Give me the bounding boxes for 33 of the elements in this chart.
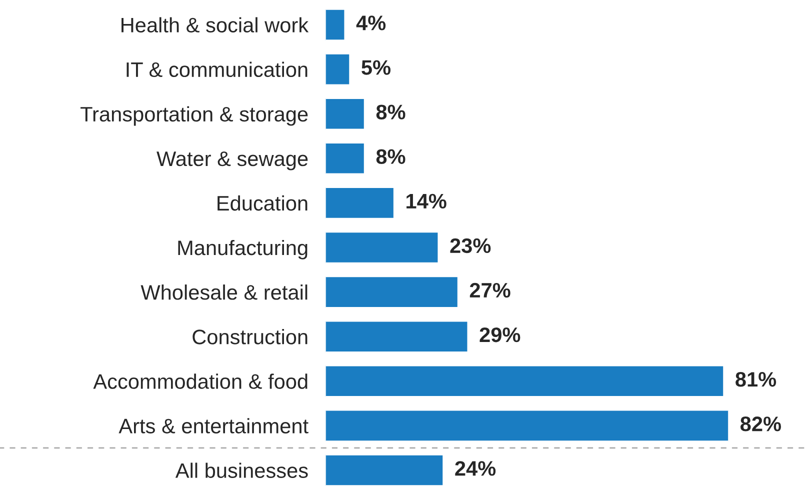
y-tick-label: Manufacturing: [178, 240, 308, 260]
data-label: 24%: [455, 461, 496, 476]
data-label: 29%: [480, 327, 520, 342]
y-tick-label: Accommodation & food: [93, 374, 308, 389]
data-label: 4%: [356, 16, 386, 30]
data-label: 5%: [362, 60, 390, 75]
y-tick-label: Transportation & storage: [80, 106, 308, 126]
data-label: 23%: [450, 238, 491, 254]
bar: [325, 8, 346, 42]
bar: [325, 98, 366, 130]
bar: [325, 364, 724, 398]
bar: [325, 320, 469, 353]
y-tick-label: Construction: [192, 329, 308, 344]
y-tick-label: Arts & entertainment: [118, 418, 308, 434]
bar: [325, 409, 729, 442]
y-tick-label: Wholesale & retail: [140, 284, 308, 300]
data-label: 81%: [736, 372, 776, 387]
data-label: 82%: [740, 416, 781, 432]
bar: [325, 53, 351, 86]
y-tick-label: Health & social work: [122, 17, 309, 33]
bar: [325, 142, 366, 175]
data-label: 14%: [406, 194, 446, 208]
data-label: 8%: [376, 104, 406, 120]
bar: [325, 231, 440, 264]
bar: [325, 186, 395, 220]
data-label: 8%: [376, 149, 406, 164]
bar: [325, 276, 459, 308]
y-tick-label: Water & sewage: [156, 152, 308, 170]
y-tick-label: Education: [218, 195, 308, 211]
data-label: 27%: [470, 282, 510, 298]
bar: [325, 454, 444, 487]
y-tick-label: All businesses: [175, 462, 308, 478]
y-tick-label: IT & communication: [126, 62, 308, 78]
